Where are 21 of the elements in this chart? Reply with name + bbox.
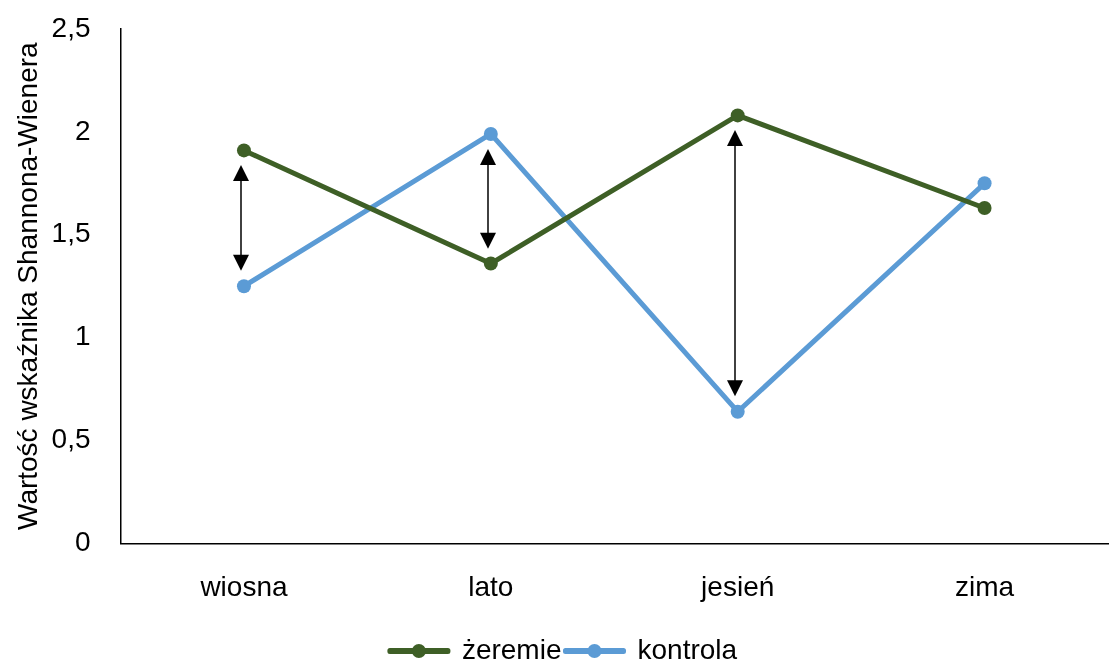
y-tick-label: 0,5 [51,423,91,455]
y-axis-title: Wartość wskaźnika Shannona-Wienera [11,41,43,531]
point [730,404,745,419]
y-tick-label: 2,5 [51,11,91,43]
point [977,176,992,191]
legend-label: żeremie [461,633,562,663]
x-tick-label: lato [468,570,514,602]
point [483,256,498,271]
point [483,126,498,141]
x-tick-label: wiosna [199,570,288,602]
point [730,108,745,123]
point [977,201,992,216]
x-tick-label: zima [955,570,1015,602]
y-tick-label: 1,5 [51,217,91,249]
point [236,143,251,158]
point [236,279,251,294]
y-tick-label: 0 [74,526,91,558]
x-tick-label: jesień [700,570,775,602]
y-tick-label: 1 [74,320,91,352]
legend-label: kontrola [637,633,738,663]
y-tick-label: 2 [74,114,91,146]
